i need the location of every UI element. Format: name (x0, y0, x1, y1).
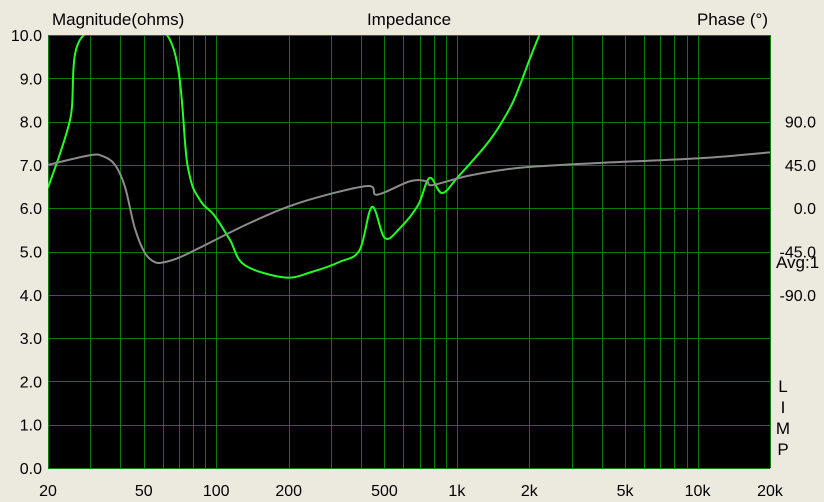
y-tick-label: 6.0 (20, 201, 42, 218)
y2-tick-label: 0.0 (794, 201, 816, 218)
grid (48, 35, 771, 469)
phase-line (48, 151, 770, 265)
y2-tick-label: -45.0 (780, 245, 817, 262)
x-tick-label: 500 (371, 483, 398, 500)
program-label-letter: L (778, 377, 787, 396)
x-tick-label: 50 (135, 483, 153, 500)
program-label-letter: M (776, 419, 790, 438)
y-tick-label: 9.0 (20, 71, 42, 88)
y2-tick-label: 90.0 (785, 115, 816, 132)
x-tick-label: 10k (685, 483, 712, 500)
y-tick-label: 2.0 (20, 374, 42, 391)
x-tick-label: 5k (617, 483, 635, 500)
y-tick-label: 0.0 (20, 461, 42, 478)
y2-tick-label: 45.0 (785, 158, 816, 175)
program-label-letter: P (777, 440, 788, 459)
y2-axis-title: Phase (°) (697, 10, 768, 29)
labels-layer: 0.0 1.0 2.0 3.0 4.0 5.0 6.0 7.0 8.0 9.0 10.0 90.0 45… (11, 28, 816, 500)
y-tick-label: 7.0 (20, 158, 42, 175)
plot-area (48, 35, 770, 468)
y-tick-label: 4.0 (20, 288, 42, 305)
y-tick-label: 5.0 (20, 245, 42, 262)
magnitude-line (48, 35, 541, 279)
x-tick-label: 20k (757, 483, 784, 500)
x-tick-label: 20 (39, 483, 57, 500)
y-tick-label: 8.0 (20, 115, 42, 132)
y2-tick-label: -90.0 (780, 288, 817, 305)
y-axis-title: Magnitude(ohms) (52, 10, 184, 29)
chart-title: Impedance (367, 10, 451, 29)
y-tick-label: 1.0 (20, 418, 42, 435)
avg-annotation: Avg:1 (776, 253, 819, 272)
x-tick-label: 1k (448, 483, 466, 500)
series-layer (48, 35, 770, 279)
y-tick-label: 10.0 (11, 28, 42, 45)
x-tick-label: 200 (275, 483, 302, 500)
y-tick-label: 3.0 (20, 331, 42, 348)
x-tick-label: 2k (521, 483, 539, 500)
x-tick-label: 100 (203, 483, 230, 500)
program-label-letter: I (781, 398, 786, 417)
